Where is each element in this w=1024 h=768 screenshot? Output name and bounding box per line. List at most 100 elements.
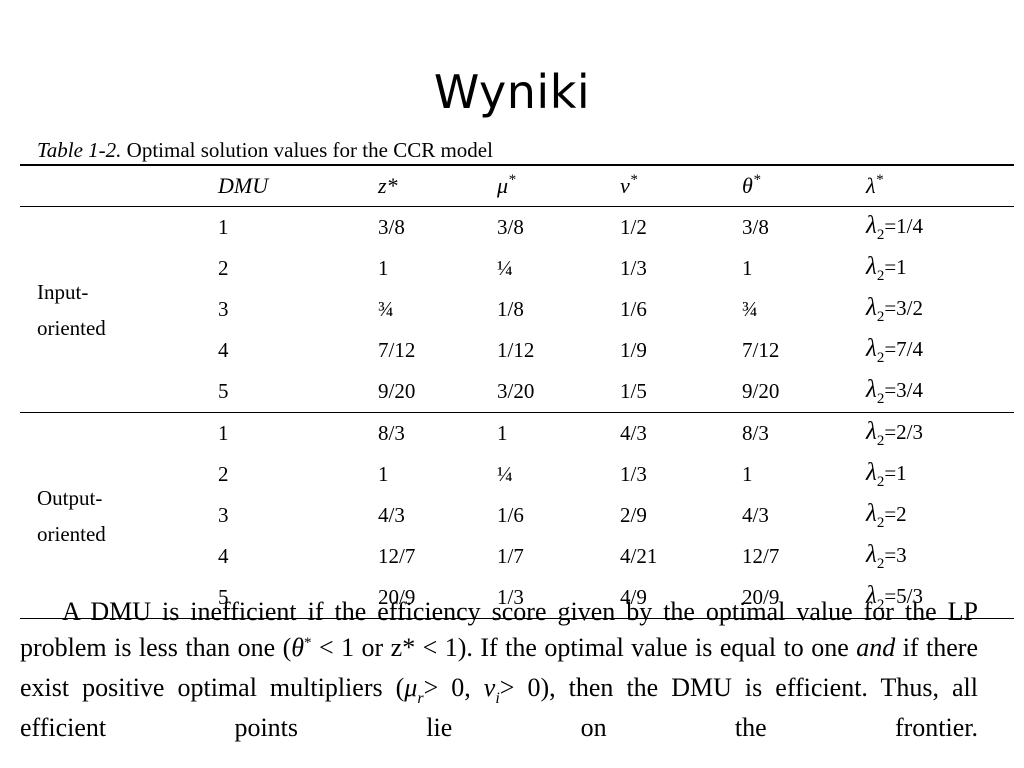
cell-z: ¾: [378, 297, 394, 321]
cell-dmu: 1: [218, 421, 229, 445]
lambda-value: =7/4: [884, 337, 924, 361]
header-theta-symbol: θ: [742, 173, 753, 198]
cell-mu: 1/6: [497, 503, 524, 527]
cell-theta: ¾: [742, 297, 758, 321]
cell-nu: 4/9: [620, 585, 647, 609]
results-table: DMU z* μ* ν* θ* λ* Input-oriented 1 3/8 3/8…: [20, 164, 1014, 619]
table-caption: Table 1-2. Optimal solution values for t…: [20, 136, 1014, 164]
lambda-value: =3/4: [884, 378, 924, 402]
lambda-symbol: λ: [866, 253, 877, 280]
cell-z: 3/8: [378, 215, 405, 239]
cell-theta: 4/3: [742, 503, 769, 527]
cell-z: 9/20: [378, 379, 416, 403]
cell-z: 20/9: [378, 585, 416, 609]
cell-theta: 8/3: [742, 421, 769, 445]
lambda-subscript: 2: [876, 350, 885, 366]
section-label-line1: Input-: [37, 279, 89, 304]
cell-nu: 4/21: [620, 544, 658, 568]
header-theta: θ*: [724, 165, 848, 207]
cell-lambda: λ2=2: [848, 495, 1014, 536]
cell-mu: 1/12: [497, 338, 535, 362]
header-mu-symbol: μ: [497, 173, 509, 198]
table-row: 4 12/7 1/7 4/21 12/7 λ2=3: [20, 536, 1014, 577]
section-label: Input-oriented: [20, 207, 200, 413]
header-group: [20, 165, 200, 207]
lambda-value: =2: [884, 502, 907, 526]
paragraph-text-1: A DMU is inefficient if the efficiency s…: [20, 597, 978, 662]
cell-dmu: 4: [218, 338, 229, 362]
cell-z: 1: [378, 462, 389, 486]
cell-nu: 2/9: [620, 503, 647, 527]
lambda-subscript: 2: [876, 474, 885, 490]
header-mu-star: *: [508, 172, 516, 188]
cell-nu: 1/3: [620, 462, 647, 486]
paragraph-nu: ν: [483, 673, 496, 702]
header-z: z*: [378, 173, 398, 198]
cell-mu: ¼: [497, 462, 513, 486]
table-row: Output-oriented 1 8/3 1 4/3 8/3 λ2=2/3: [20, 413, 1014, 546]
paragraph-mu-sub: r: [417, 690, 424, 707]
cell-mu: 1/3: [497, 585, 524, 609]
table-header-row: DMU z* μ* ν* θ* λ*: [20, 165, 1014, 207]
cell-lambda: λ2=1/4: [848, 207, 1014, 249]
cell-nu: 1/5: [620, 379, 647, 403]
table-row: 2 1 ¼ 1/3 1 λ2=1: [20, 248, 1014, 289]
cell-dmu: 2: [218, 256, 229, 280]
header-nu-star: *: [629, 172, 638, 188]
section-label: Output-oriented: [20, 413, 200, 619]
lambda-subscript: 2: [876, 309, 885, 325]
paragraph-text-4: > 0,: [423, 673, 484, 702]
section-label-line2: oriented: [37, 521, 106, 546]
lambda-symbol: λ: [866, 541, 877, 568]
cell-mu: 3/8: [497, 215, 524, 239]
cell-theta: 3/8: [742, 215, 769, 239]
cell-lambda: λ2=2/3: [848, 413, 1014, 455]
table-row: 2 1 ¼ 1/3 1 λ2=1: [20, 454, 1014, 495]
table-caption-text: Optimal solution values for the CCR mode…: [121, 138, 493, 162]
table-row: 5 9/20 3/20 1/5 9/20 λ2=3/4: [20, 371, 1014, 413]
cell-lambda: λ2=1: [848, 248, 1014, 289]
lambda-value: =1: [884, 255, 907, 279]
header-lambda-star: *: [875, 172, 884, 188]
section-label-line2: oriented: [37, 315, 106, 340]
paragraph-text-5: > 0), then the DMU is efficient. Thus, a…: [20, 673, 978, 742]
cell-dmu: 4: [218, 544, 229, 568]
cell-dmu: 5: [218, 585, 229, 609]
paragraph-mu: μ: [404, 673, 418, 702]
cell-mu: 1/7: [497, 544, 524, 568]
lambda-symbol: λ: [866, 582, 877, 609]
cell-nu: 1/9: [620, 338, 647, 362]
cell-lambda: λ2=5/3: [848, 577, 1014, 619]
cell-z: 12/7: [378, 544, 416, 568]
lambda-subscript: 2: [876, 268, 885, 284]
lambda-subscript: 2: [876, 227, 885, 243]
cell-mu: 1/8: [497, 297, 524, 321]
paragraph-text-3: if there exist positive optimal multipli…: [20, 633, 979, 702]
cell-theta: 20/9: [742, 585, 780, 609]
cell-theta: 7/12: [742, 338, 780, 362]
lambda-symbol: λ: [866, 500, 877, 527]
cell-z: 4/3: [378, 503, 405, 527]
table-row: Input-oriented 1 3/8 3/8 1/2 3/8 λ2=1/4: [20, 207, 1014, 340]
header-lambda: λ*: [848, 165, 1014, 207]
lambda-symbol: λ: [866, 418, 877, 445]
lambda-symbol: λ: [866, 376, 877, 403]
lambda-value: =1: [884, 461, 907, 485]
results-table-block: Table 1-2. Optimal solution values for t…: [20, 136, 1014, 619]
section-label-line1: Output-: [37, 485, 103, 510]
table-row: 3 ¾ 1/8 1/6 ¾ λ2=3/2: [20, 289, 1014, 330]
cell-z: 1: [378, 256, 389, 280]
header-theta-star: *: [752, 172, 761, 188]
cell-lambda: λ2=7/4: [848, 330, 1014, 371]
lambda-subscript: 2: [876, 556, 885, 572]
lambda-value: =2/3: [884, 420, 924, 444]
lambda-symbol: λ: [866, 459, 877, 486]
paragraph-text-2: < 1 or z* < 1). If the optimal value is …: [311, 633, 857, 662]
lambda-subscript: 2: [876, 433, 885, 449]
cell-lambda: λ2=3/2: [848, 289, 1014, 330]
cell-theta: 9/20: [742, 379, 780, 403]
table-row: 4 7/12 1/12 1/9 7/12 λ2=7/4: [20, 330, 1014, 371]
header-mu: μ*: [479, 165, 602, 207]
header-nu-symbol: ν: [620, 173, 630, 198]
cell-dmu: 3: [218, 503, 229, 527]
